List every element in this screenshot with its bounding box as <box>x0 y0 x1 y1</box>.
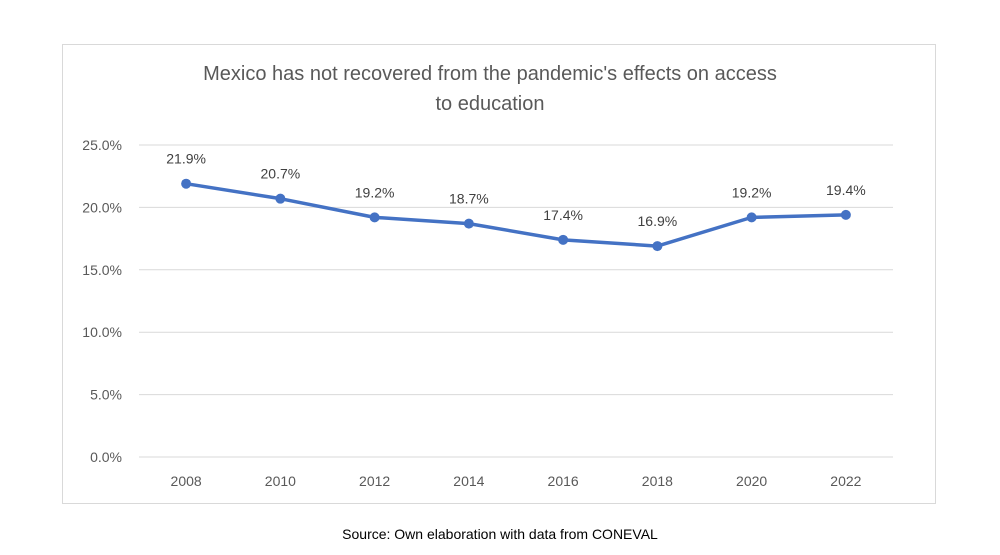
data-point <box>746 212 757 223</box>
y-tick-label: 25.0% <box>82 137 122 153</box>
data-label: 19.4% <box>826 182 866 198</box>
x-tick-label: 2020 <box>736 473 767 489</box>
data-label: 19.2% <box>355 184 395 200</box>
x-tick-label: 2010 <box>265 473 296 489</box>
series-line <box>185 181 846 248</box>
x-tick-label: 2012 <box>359 473 390 489</box>
data-point <box>558 234 569 245</box>
data-point <box>181 178 192 189</box>
chart-title-line-2: to education <box>436 93 545 115</box>
y-tick-label: 10.0% <box>82 324 122 340</box>
y-tick-label: 20.0% <box>82 199 122 215</box>
y-tick-label: 5.0% <box>90 387 122 403</box>
x-tick-label: 2008 <box>171 473 202 489</box>
chart-title-line-1: Mexico has not recovered from the pandem… <box>203 63 777 85</box>
data-point <box>275 193 286 204</box>
y-tick-label: 0.0% <box>90 449 122 465</box>
y-tick-label: 15.0% <box>82 262 122 278</box>
data-label: 21.9% <box>166 151 206 167</box>
data-point <box>652 241 663 252</box>
x-tick-label: 2014 <box>453 473 484 489</box>
data-point <box>369 212 380 223</box>
data-point <box>840 209 851 220</box>
chart-frame <box>62 44 936 504</box>
x-tick-label: 2016 <box>548 473 579 489</box>
data-label: 19.2% <box>732 184 772 200</box>
x-tick-label: 2018 <box>642 473 673 489</box>
x-tick-label: 2022 <box>830 473 861 489</box>
data-point <box>463 218 474 229</box>
data-label: 18.7% <box>449 191 489 207</box>
data-label: 20.7% <box>261 166 301 182</box>
source-note: Source: Own elaboration with data from C… <box>342 526 658 542</box>
data-label: 16.9% <box>638 213 678 229</box>
data-label: 17.4% <box>543 207 583 223</box>
